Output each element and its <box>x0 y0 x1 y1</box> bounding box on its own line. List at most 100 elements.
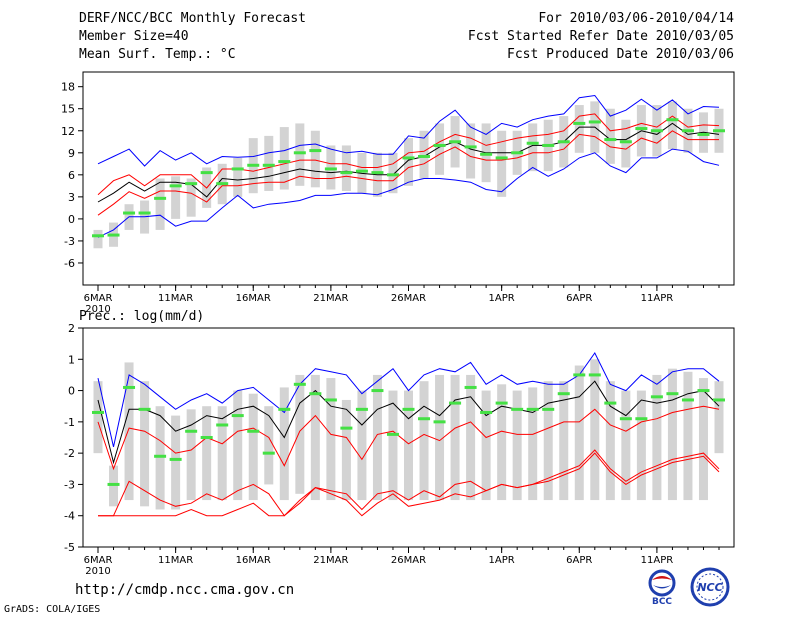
temp-median-mark <box>588 120 601 124</box>
temp-median-mark <box>340 171 353 175</box>
variable-label: Mean Surf. Temp.: °C <box>79 47 236 62</box>
temp-median-mark <box>681 129 694 133</box>
temp-spread-box <box>621 119 631 168</box>
precip-spread-box <box>217 406 227 501</box>
precip-spread-box <box>605 381 615 501</box>
temp-xtick-label: 16MAR <box>236 293 271 304</box>
temp-median-mark <box>185 182 198 186</box>
temp-median-mark <box>231 167 244 171</box>
precip-median-mark <box>216 423 229 427</box>
temp-median-mark <box>464 145 477 149</box>
temp-median-mark <box>138 211 151 215</box>
temp-spread-box <box>605 108 615 164</box>
precip-ytick-label: -1 <box>64 416 75 429</box>
precip-median-mark <box>262 451 275 455</box>
precip-median-mark <box>309 392 322 396</box>
precip-median-mark <box>355 407 368 411</box>
temp-spread-box <box>171 176 181 219</box>
precip-median-mark <box>526 407 539 411</box>
temp-median-mark <box>169 184 182 188</box>
temp-median-mark <box>526 141 539 145</box>
precip-spread-box <box>497 384 507 501</box>
precip-spread-box <box>93 381 103 454</box>
temp-median-mark <box>247 163 260 167</box>
temp-median-mark <box>200 171 213 175</box>
temp-median-mark <box>697 132 710 136</box>
precip-median-mark <box>480 410 493 414</box>
bcc-logo-ring <box>648 569 676 597</box>
precip-spread-box <box>450 374 460 501</box>
precip-xtick-label: 1APR <box>489 555 515 566</box>
precip-spread-box <box>109 465 119 507</box>
precip-median-mark <box>154 454 167 458</box>
temp-median-mark <box>713 129 725 133</box>
precip-spread-box <box>326 378 336 501</box>
temp-spread-box <box>155 178 165 230</box>
temp-ytick-label: 6 <box>68 169 75 182</box>
ncc-logo-inner-ring <box>696 573 724 601</box>
temp-spread-box <box>341 145 351 191</box>
temp-xtick-label: 6MAR <box>84 293 113 304</box>
precip-median-mark <box>635 417 648 421</box>
temp-median-mark <box>573 121 586 125</box>
precip-spread-box <box>140 381 150 507</box>
precip-ytick-label: 2 <box>68 322 75 335</box>
precip-ytick-label: -2 <box>64 447 75 460</box>
temp-xtick-year: 2010 <box>85 304 110 315</box>
temp-ytick-label: 3 <box>68 191 75 204</box>
temp-line-max <box>97 94 720 167</box>
precip-line-lower <box>98 449 720 517</box>
precip-line-max <box>97 352 720 448</box>
precip-spread-box <box>481 390 491 501</box>
precip-spread-box <box>155 406 165 510</box>
precip-spread-box <box>124 362 134 501</box>
precip-spread-box <box>279 387 289 501</box>
temp-median-mark <box>635 127 648 131</box>
precip-spread-box <box>372 374 382 501</box>
precip-median-mark <box>588 373 601 377</box>
temp-spread-box <box>404 138 413 186</box>
temp-median-mark <box>402 156 415 160</box>
precip-xtick-label: 11MAR <box>158 555 193 566</box>
precip-spread-box <box>357 390 367 501</box>
precip-xtick-year: 2010 <box>85 566 110 577</box>
source-url[interactable]: http://cmdp.ncc.cma.gov.cn <box>75 582 295 598</box>
ncc-logo: NCC <box>690 567 730 607</box>
precip-median-mark <box>418 417 431 421</box>
precip-median-mark <box>402 407 415 411</box>
precip-spread-box <box>171 415 181 510</box>
temp-median-mark <box>324 167 337 171</box>
ncc-logo-text: NCC <box>697 581 722 594</box>
precip-xtick-label: 21MAR <box>313 555 348 566</box>
temp-spread-box <box>528 123 538 172</box>
temp-spread-box <box>466 123 476 179</box>
temp-median-mark <box>650 129 663 133</box>
precip-median-mark <box>619 417 632 421</box>
temp-median-mark <box>449 140 462 144</box>
temp-spread-box <box>388 152 398 194</box>
precip-xtick-label: 26MAR <box>391 555 426 566</box>
fcst-started-date: Fcst Started Refer Date 2010/03/05 <box>467 29 734 44</box>
precip-spread-box <box>233 390 243 501</box>
precip-median-mark <box>371 389 384 393</box>
member-size: Member Size=40 <box>79 29 189 44</box>
precip-ytick-label: -3 <box>64 478 75 491</box>
bcc-logo-arc-red <box>652 576 672 580</box>
precip-title: Prec.: log(mm/d) <box>79 309 205 324</box>
temp-ytick-label: 15 <box>61 103 75 116</box>
temp-median-mark <box>216 182 229 186</box>
precip-spread-box <box>574 365 584 501</box>
temp-median-mark <box>480 152 493 156</box>
temp-median-mark <box>154 196 167 200</box>
temp-xtick-label: 1APR <box>489 293 515 304</box>
precip-median-mark <box>92 410 104 414</box>
temp-median-mark <box>123 211 136 215</box>
precip-median-mark <box>278 407 291 411</box>
precip-spread-box <box>295 374 305 494</box>
precip-line-mean <box>97 405 720 471</box>
temp-line-lower <box>97 130 719 216</box>
precip-ytick-label: -5 <box>64 541 75 554</box>
